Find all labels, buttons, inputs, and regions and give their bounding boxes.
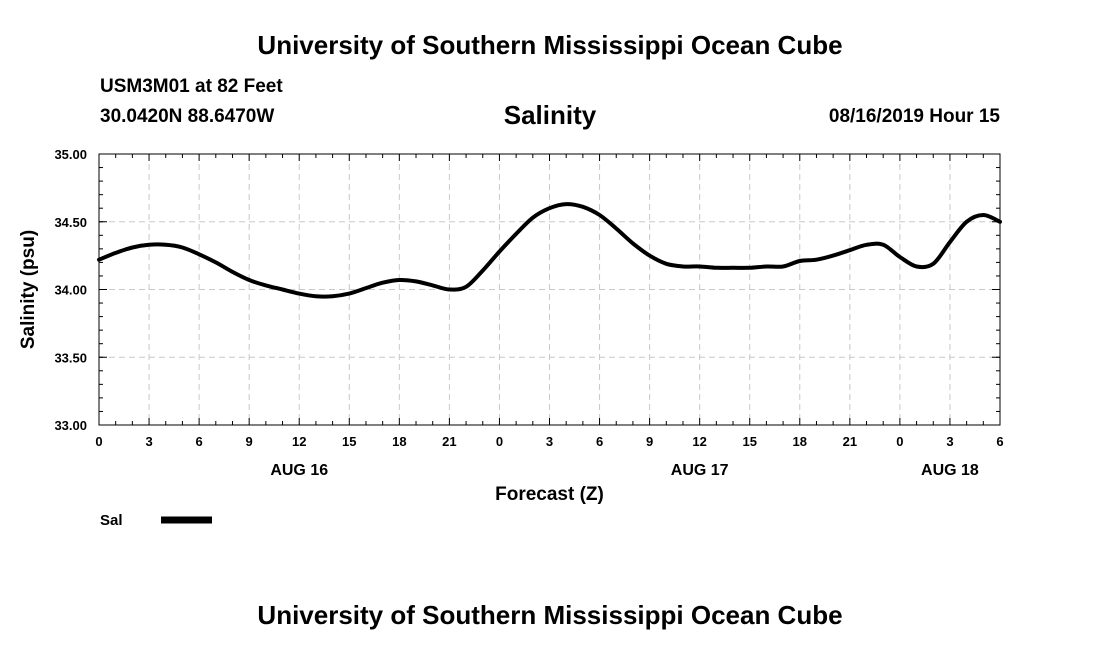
x-tick-label: 21 bbox=[442, 434, 456, 449]
x-tick-label: 9 bbox=[646, 434, 653, 449]
axis-labels: 0 3 6 9 12 15 18 21 0 3 6 9 12 15 18 21 0 3 6 33.00 33.50 34.… bbox=[54, 147, 1003, 479]
data-point bbox=[932, 263, 934, 265]
data-point bbox=[915, 265, 918, 268]
data-point bbox=[966, 221, 968, 223]
data-point bbox=[782, 265, 784, 268]
x-tick-label: 21 bbox=[843, 434, 857, 449]
x-tick-label: 0 bbox=[496, 434, 503, 449]
x-tick-label: 0 bbox=[95, 434, 102, 449]
data-point bbox=[465, 286, 467, 288]
x-tick-label: 9 bbox=[246, 434, 253, 449]
data-point bbox=[999, 221, 1001, 223]
page-title: University of Southern Mississippi Ocean… bbox=[257, 30, 843, 60]
grid-lines bbox=[99, 154, 1000, 425]
data-point bbox=[382, 282, 384, 284]
data-point bbox=[348, 292, 350, 295]
data-point bbox=[148, 244, 150, 246]
data-point bbox=[682, 265, 684, 268]
data-point bbox=[265, 284, 267, 287]
data-point bbox=[432, 284, 434, 287]
x-tick-label: 15 bbox=[342, 434, 356, 449]
data-point bbox=[582, 206, 584, 208]
data-point bbox=[281, 288, 284, 291]
x-tick-label: 15 bbox=[742, 434, 756, 449]
data-point bbox=[532, 217, 534, 219]
data-point bbox=[899, 256, 901, 258]
data-point bbox=[815, 259, 818, 261]
data-point bbox=[181, 246, 184, 249]
forecast-datetime: 08/16/2019 Hour 15 bbox=[828, 106, 1000, 127]
data-point bbox=[949, 241, 951, 243]
data-point bbox=[799, 260, 801, 262]
data-point bbox=[649, 255, 651, 257]
data-point bbox=[865, 244, 868, 246]
x-tick-label: 18 bbox=[793, 434, 807, 449]
data-point bbox=[248, 279, 250, 281]
day-label: AUG 16 bbox=[270, 462, 328, 479]
x-tick-label: 6 bbox=[195, 434, 202, 449]
data-point bbox=[365, 287, 367, 289]
x-tick-label: 6 bbox=[996, 434, 1003, 449]
data-point bbox=[131, 246, 133, 249]
data-point bbox=[231, 271, 234, 273]
data-point bbox=[331, 295, 334, 297]
data-point bbox=[548, 207, 551, 209]
legend-label-sal: Sal bbox=[100, 512, 123, 529]
y-tick-label: 34.00 bbox=[54, 283, 87, 298]
data-point bbox=[98, 259, 100, 261]
data-point bbox=[315, 295, 317, 297]
station-label: USM3M01 at 82 Feet bbox=[100, 76, 283, 97]
data-point bbox=[448, 288, 450, 291]
x-tick-label: 12 bbox=[292, 434, 306, 449]
data-point bbox=[415, 280, 417, 282]
x-tick-label: 6 bbox=[596, 434, 603, 449]
data-point bbox=[398, 279, 400, 281]
x-tick-label: 18 bbox=[392, 434, 406, 449]
data-point bbox=[515, 233, 517, 235]
data-point bbox=[715, 267, 717, 269]
data-point bbox=[198, 253, 200, 255]
x-tick-label: 3 bbox=[946, 434, 953, 449]
day-label: AUG 18 bbox=[921, 462, 979, 479]
x-tick-label: 0 bbox=[896, 434, 903, 449]
data-point bbox=[832, 255, 834, 257]
data-point bbox=[665, 263, 667, 265]
data-point bbox=[115, 252, 117, 254]
data-point bbox=[165, 244, 167, 246]
data-point bbox=[749, 267, 751, 269]
data-point bbox=[849, 249, 851, 251]
day-label: AUG 17 bbox=[671, 462, 729, 479]
data-point bbox=[298, 292, 300, 295]
x-tick-label: 12 bbox=[692, 434, 706, 449]
y-tick-label: 35.00 bbox=[54, 147, 87, 162]
x-tick-label: 3 bbox=[145, 434, 152, 449]
x-axis-title: Forecast (Z) bbox=[495, 484, 604, 505]
data-point bbox=[982, 214, 984, 216]
plot-frame bbox=[98, 153, 1001, 426]
data-points bbox=[98, 203, 1001, 297]
footer-title: University of Southern Mississippi Ocean… bbox=[257, 600, 843, 630]
data-point bbox=[598, 214, 601, 216]
data-point bbox=[615, 227, 617, 230]
y-tick-label: 33.50 bbox=[54, 350, 87, 365]
y-tick-label: 33.00 bbox=[54, 418, 87, 433]
data-point bbox=[699, 265, 701, 268]
legend: Sal bbox=[100, 512, 212, 529]
y-tick-label: 34.50 bbox=[54, 215, 87, 230]
data-point bbox=[882, 244, 884, 246]
data-point bbox=[765, 265, 768, 268]
x-tick-label: 3 bbox=[546, 434, 553, 449]
coordinates-label: 30.0420N 88.6470W bbox=[100, 106, 275, 127]
y-axis-title: Salinity (psu) bbox=[18, 230, 39, 349]
data-point bbox=[732, 267, 734, 269]
chart-title: Salinity bbox=[503, 100, 597, 130]
data-point bbox=[215, 261, 217, 263]
data-point bbox=[498, 250, 501, 253]
data-point bbox=[482, 269, 484, 272]
data-point bbox=[565, 203, 567, 205]
data-point bbox=[632, 242, 634, 245]
